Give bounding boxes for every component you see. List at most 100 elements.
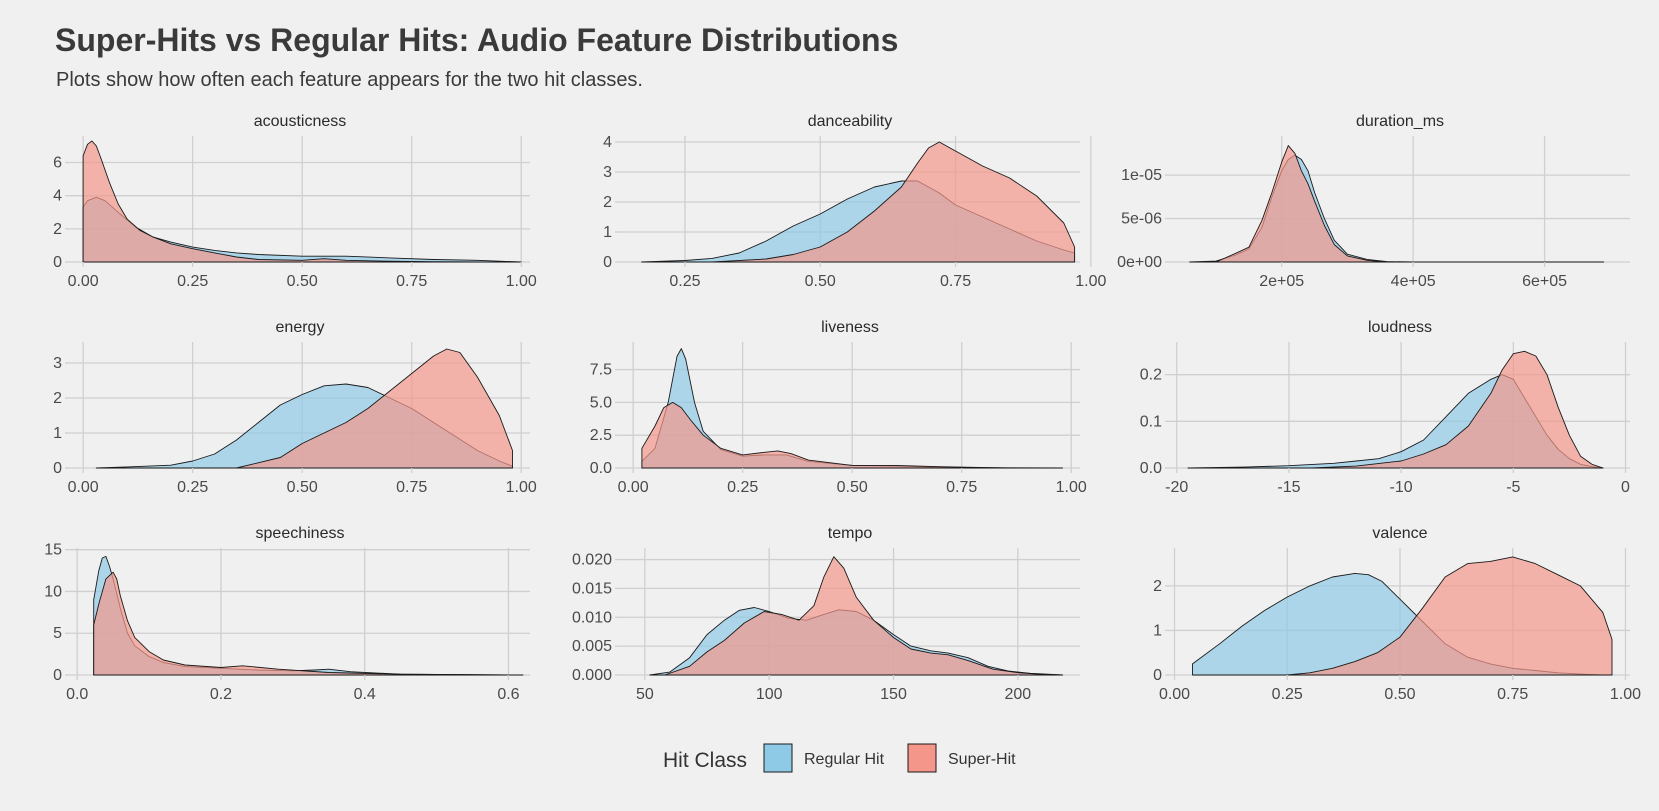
density-area-super-hit: [1286, 556, 1613, 676]
y-tick-label: 10: [44, 583, 62, 600]
y-tick-label: 0.005: [572, 638, 612, 655]
x-tick-label: 4e+05: [1391, 273, 1436, 290]
facet-label: acousticness: [254, 113, 347, 130]
y-tick-label: 2: [603, 194, 612, 211]
y-tick-label: 2: [1153, 578, 1162, 595]
density-area-super-hit: [1215, 145, 1388, 263]
y-tick-label: 2: [53, 390, 62, 407]
y-tick-label: 0: [1153, 667, 1162, 684]
y-tick-label: 0.0: [590, 460, 612, 477]
y-tick-label: 2: [53, 221, 62, 238]
facet-label: duration_ms: [1356, 113, 1444, 130]
x-tick-label: 0.50: [837, 479, 868, 496]
x-tick-label: 0.25: [177, 273, 208, 290]
x-tick-label: 0.00: [68, 479, 99, 496]
facet-label: liveness: [821, 319, 879, 336]
y-tick-label: 0: [53, 254, 62, 271]
facet-label: tempo: [828, 525, 873, 542]
x-tick-label: -10: [1390, 479, 1413, 496]
density-area-super-hit: [82, 140, 478, 263]
legend-label-regular: Regular Hit: [804, 751, 885, 768]
y-tick-label: 0: [53, 667, 62, 684]
y-tick-label: 4: [53, 188, 62, 205]
x-tick-label: 0: [1621, 479, 1630, 496]
facet-label: valence: [1372, 525, 1427, 542]
y-tick-label: 1: [603, 224, 612, 241]
x-tick-label: 50: [636, 686, 654, 703]
y-tick-label: 5: [53, 625, 62, 642]
y-tick-label: 5e-06: [1121, 211, 1162, 228]
x-tick-label: 6e+05: [1522, 273, 1567, 290]
x-tick-label: 0.25: [1272, 686, 1303, 703]
x-tick-label: 0.25: [727, 479, 758, 496]
x-tick-label: -5: [1506, 479, 1520, 496]
y-tick-label: 0.1: [1140, 413, 1162, 430]
x-tick-label: 2e+05: [1259, 273, 1304, 290]
x-tick-label: 0.6: [497, 686, 519, 703]
x-tick-label: 0.50: [287, 273, 318, 290]
x-tick-label: 0.25: [177, 479, 208, 496]
facet-label: loudness: [1368, 319, 1432, 336]
x-tick-label: -15: [1277, 479, 1300, 496]
x-tick-label: 200: [1004, 686, 1031, 703]
y-tick-label: 2.5: [590, 427, 612, 444]
density-area-super-hit: [711, 141, 1076, 263]
density-area-super-hit: [641, 401, 1006, 469]
y-tick-label: 0: [603, 254, 612, 271]
y-tick-label: 0: [53, 460, 62, 477]
x-tick-label: 0.75: [1497, 686, 1528, 703]
facet-tempo: tempo 0.000 0.005 0.010 0.015 0.020 50 100 150 20…: [572, 525, 1080, 703]
legend-title: Hit Class: [663, 749, 747, 772]
facet-valence: valence 0 1 2 0.00 0.25 0.50 0.75 1.00: [1153, 525, 1641, 703]
x-tick-label: 0.0: [66, 686, 88, 703]
x-tick-label: 0.75: [940, 273, 971, 290]
y-tick-label: 15: [44, 542, 62, 559]
x-tick-label: 0.00: [1159, 686, 1190, 703]
density-area-super-hit: [93, 571, 524, 676]
facet-duration_ms: duration_ms 0e+00 5e-06 1e-05 2e+05 4e+05 6e+0…: [1117, 113, 1630, 290]
x-tick-label: 0.25: [669, 273, 700, 290]
density-area-super-hit: [1310, 350, 1604, 469]
facet-energy: energy 0 1 2 3 0.00 0.25 0.50 0.75 1.00: [53, 319, 537, 496]
x-tick-label: 0.50: [805, 273, 836, 290]
facet-acousticness: acousticness 0 2 4 6 0.00 0.25 0.50 0.75 1.00: [53, 113, 537, 290]
legend-swatch-super: [907, 743, 937, 773]
y-tick-label: 7.5: [590, 362, 612, 379]
x-tick-label: 0.4: [354, 686, 376, 703]
y-tick-label: 0.015: [572, 580, 612, 597]
x-tick-label: 1.00: [506, 479, 537, 496]
chart-title: Super-Hits vs Regular Hits: Audio Featur…: [55, 22, 898, 58]
x-tick-label: 150: [880, 686, 907, 703]
x-tick-label: 0.50: [287, 479, 318, 496]
y-tick-label: 1: [1153, 622, 1162, 639]
y-tick-label: 3: [603, 164, 612, 181]
y-tick-label: 0.010: [572, 609, 612, 626]
y-tick-label: 3: [53, 355, 62, 372]
chart-subtitle: Plots show how often each feature appear…: [56, 69, 643, 91]
x-tick-label: -20: [1165, 479, 1188, 496]
facet-label: energy: [276, 319, 325, 336]
facet-danceability: danceability 0 1 2 3 4 0.25 0.50 0.75 1.00: [603, 113, 1106, 290]
legend: Hit Class Regular Hit Super-Hit: [663, 743, 1016, 773]
x-tick-label: 0.00: [68, 273, 99, 290]
x-tick-label: 0.75: [946, 479, 977, 496]
facet-liveness: liveness 0.0 2.5 5.0 7.5 0.00 0.25 0.50 0.75 1.00: [590, 319, 1087, 496]
x-tick-label: 0.00: [618, 479, 649, 496]
x-tick-label: 1.00: [506, 273, 537, 290]
y-tick-label: 0e+00: [1117, 254, 1162, 271]
y-tick-label: 0.2: [1140, 367, 1162, 384]
facet-label: speechiness: [256, 525, 345, 542]
facet-loudness: loudness 0.0 0.1 0.2 -20 -15 -10 -5 0: [1140, 319, 1630, 496]
legend-swatch-regular: [763, 743, 793, 773]
x-tick-label: 0.50: [1384, 686, 1415, 703]
x-tick-label: 1.00: [1075, 273, 1106, 290]
density-area-super-hit: [664, 556, 1064, 676]
y-tick-label: 1: [53, 425, 62, 442]
y-tick-label: 0.0: [1140, 460, 1162, 477]
density-area-super-hit: [236, 348, 513, 469]
y-tick-label: 1e-05: [1121, 167, 1162, 184]
legend-label-super: Super-Hit: [948, 751, 1016, 768]
y-tick-label: 0.000: [572, 667, 612, 684]
